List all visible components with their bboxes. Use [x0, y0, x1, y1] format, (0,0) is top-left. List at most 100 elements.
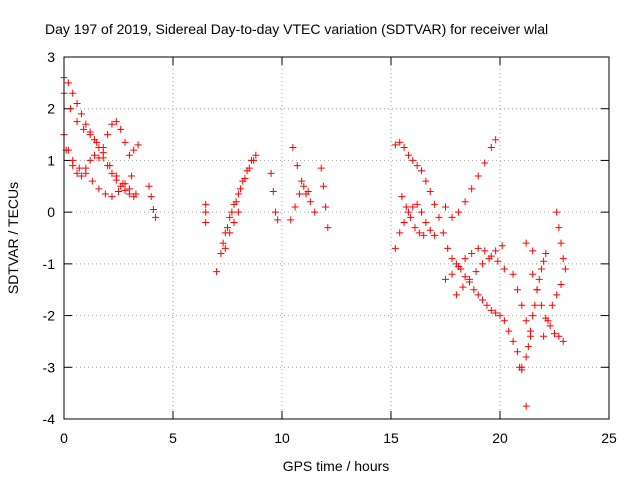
data-point	[228, 208, 236, 216]
data-point	[125, 185, 133, 193]
data-point	[411, 224, 419, 232]
data-point	[481, 247, 489, 255]
data-point	[145, 182, 153, 190]
data-point	[522, 239, 530, 247]
data-point	[269, 187, 277, 195]
data-point	[546, 322, 554, 330]
data-point	[230, 218, 238, 226]
data-point	[431, 200, 439, 208]
data-point	[152, 213, 160, 221]
data-point	[271, 208, 279, 216]
data-point	[108, 120, 116, 128]
data-point	[548, 301, 556, 309]
data-point	[537, 265, 545, 273]
data-point	[418, 167, 426, 175]
data-point	[555, 224, 563, 232]
data-point	[496, 312, 504, 320]
data-point	[409, 203, 417, 211]
data-point	[426, 226, 434, 234]
data-point	[544, 317, 552, 325]
data-point	[82, 120, 90, 128]
data-point	[513, 286, 521, 294]
data-point	[241, 175, 249, 183]
data-point	[500, 265, 508, 273]
data-point	[494, 257, 502, 265]
data-point	[474, 172, 482, 180]
data-point	[461, 198, 469, 206]
data-point	[287, 216, 295, 224]
data-point	[104, 131, 112, 139]
data-point	[64, 79, 72, 87]
data-point	[91, 151, 99, 159]
data-point	[217, 250, 225, 258]
data-point	[77, 172, 85, 180]
data-point	[95, 185, 103, 193]
data-point	[304, 187, 312, 195]
data-point	[289, 144, 297, 151]
data-point	[234, 190, 242, 198]
data-point	[121, 186, 129, 194]
y-tick-label: 1	[47, 152, 55, 168]
data-point	[420, 231, 428, 239]
x-tick-labels: 0 5 10 15 20 25	[60, 430, 617, 446]
data-point	[86, 131, 94, 139]
data-point	[202, 218, 210, 226]
data-point	[400, 144, 408, 151]
data-point	[106, 162, 114, 170]
data-point	[444, 244, 452, 252]
data-point	[557, 281, 565, 289]
data-point	[317, 164, 325, 172]
x-tick-label: 25	[601, 430, 617, 446]
data-point	[391, 244, 399, 252]
data-point	[474, 291, 482, 299]
data-point	[513, 348, 521, 356]
data-point	[472, 268, 480, 276]
data-point	[481, 159, 489, 167]
data-point	[470, 286, 478, 294]
data-point	[95, 154, 103, 162]
data-point	[435, 213, 443, 221]
y-axis-label: SDTVAR / TECUs	[5, 182, 21, 294]
data-point	[291, 203, 299, 211]
data-point	[426, 187, 434, 195]
data-point	[422, 177, 430, 185]
data-point	[442, 275, 449, 283]
data-point	[448, 213, 456, 221]
plot-frame	[63, 56, 610, 420]
x-tick-label: 15	[383, 430, 399, 446]
data-point	[237, 185, 245, 193]
data-point	[322, 203, 330, 211]
data-point	[398, 193, 406, 201]
data-point	[535, 275, 543, 283]
x-tick-label: 20	[492, 430, 508, 446]
x-tick-label: 10	[274, 430, 290, 446]
data-point	[413, 162, 421, 170]
data-point	[134, 141, 142, 149]
data-point	[415, 229, 423, 237]
data-point	[509, 337, 517, 345]
data-point	[400, 218, 408, 226]
data-point	[232, 198, 240, 206]
data-point	[267, 169, 275, 177]
axis-ticks	[63, 56, 610, 420]
y-tick-label: -4	[43, 411, 56, 427]
data-point	[498, 242, 506, 250]
data-point	[529, 247, 537, 255]
data-point	[112, 172, 120, 180]
data-point	[522, 353, 530, 361]
data-point	[557, 239, 565, 247]
data-point	[125, 151, 133, 159]
data-points	[60, 74, 569, 410]
data-point	[522, 317, 530, 325]
data-point	[69, 89, 77, 97]
data-point	[487, 306, 495, 314]
data-point	[404, 151, 412, 159]
data-point	[531, 301, 539, 309]
data-point	[518, 301, 526, 309]
data-point	[500, 317, 508, 325]
data-point	[459, 283, 467, 291]
data-point	[224, 224, 231, 232]
data-point	[213, 268, 221, 276]
data-point	[442, 203, 449, 211]
data-point	[306, 198, 314, 206]
